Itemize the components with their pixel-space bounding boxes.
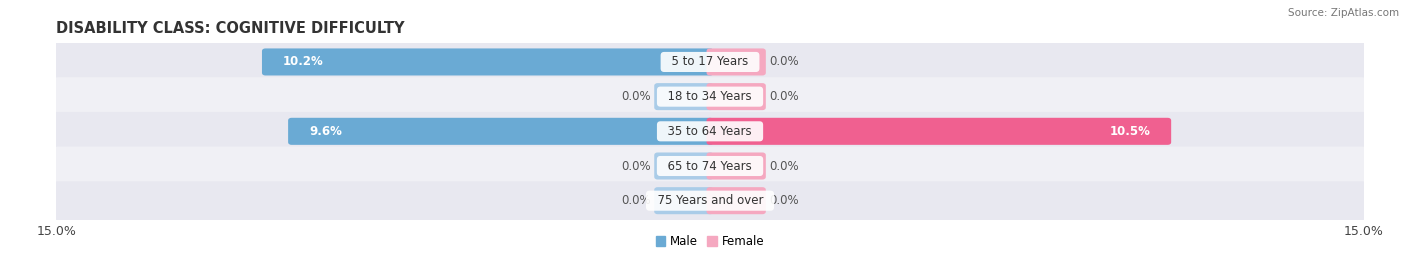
Text: 0.0%: 0.0%: [769, 90, 799, 103]
Text: 18 to 34 Years: 18 to 34 Years: [661, 90, 759, 103]
FancyBboxPatch shape: [707, 49, 766, 76]
FancyBboxPatch shape: [707, 187, 766, 214]
Text: 35 to 64 Years: 35 to 64 Years: [661, 125, 759, 138]
Text: DISABILITY CLASS: COGNITIVE DIFFICULTY: DISABILITY CLASS: COGNITIVE DIFFICULTY: [56, 21, 405, 36]
Text: 0.0%: 0.0%: [769, 159, 799, 173]
FancyBboxPatch shape: [707, 152, 766, 180]
FancyBboxPatch shape: [52, 43, 1368, 81]
FancyBboxPatch shape: [262, 49, 713, 76]
Text: 0.0%: 0.0%: [769, 194, 799, 207]
FancyBboxPatch shape: [288, 118, 713, 145]
FancyBboxPatch shape: [52, 147, 1368, 185]
FancyBboxPatch shape: [52, 77, 1368, 116]
Text: 5 to 17 Years: 5 to 17 Years: [664, 55, 756, 68]
Text: 0.0%: 0.0%: [621, 90, 651, 103]
FancyBboxPatch shape: [654, 83, 713, 110]
FancyBboxPatch shape: [52, 112, 1368, 151]
FancyBboxPatch shape: [52, 181, 1368, 220]
Text: 10.5%: 10.5%: [1109, 125, 1150, 138]
FancyBboxPatch shape: [707, 118, 1171, 145]
FancyBboxPatch shape: [707, 83, 766, 110]
Text: 0.0%: 0.0%: [769, 55, 799, 68]
Text: 75 Years and over: 75 Years and over: [650, 194, 770, 207]
FancyBboxPatch shape: [654, 152, 713, 180]
FancyBboxPatch shape: [654, 187, 713, 214]
Text: 0.0%: 0.0%: [621, 194, 651, 207]
Text: 9.6%: 9.6%: [309, 125, 342, 138]
Text: Source: ZipAtlas.com: Source: ZipAtlas.com: [1288, 8, 1399, 18]
Text: 65 to 74 Years: 65 to 74 Years: [661, 159, 759, 173]
Legend: Male, Female: Male, Female: [651, 230, 769, 253]
Text: 0.0%: 0.0%: [621, 159, 651, 173]
Text: 10.2%: 10.2%: [283, 55, 323, 68]
